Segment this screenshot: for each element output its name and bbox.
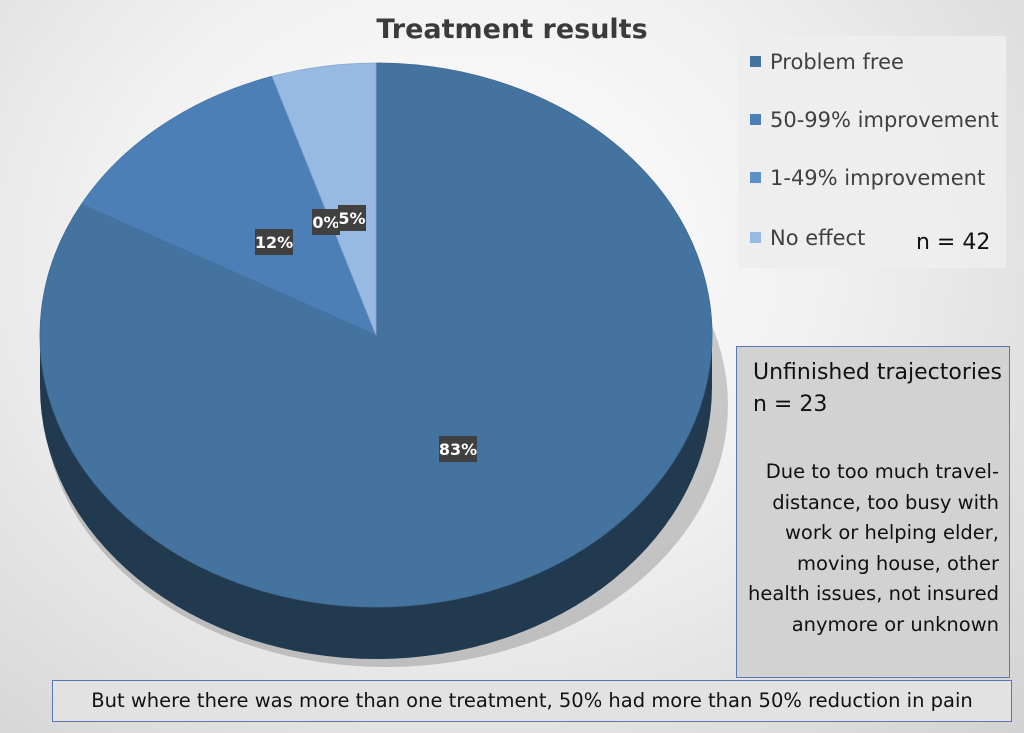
pie-slice-problem-free: [39, 62, 713, 608]
legend-item-problem-free: Problem free: [750, 50, 904, 74]
unfinished-reasons: Due to too much travel-distance, too bus…: [748, 460, 999, 636]
chart-title: Treatment results: [376, 14, 648, 45]
unfinished-trajectories-box: Unfinished trajectories n = 23 Due to to…: [736, 346, 1010, 678]
legend-label: No effect: [770, 226, 866, 250]
data-label-problem-free: 83%: [439, 436, 477, 462]
data-label-text-1-49-improvement: 0%: [312, 213, 339, 232]
data-label-1-49-improvement: 0%: [312, 209, 340, 235]
legend-label: Problem free: [770, 50, 904, 74]
data-label-text-problem-free: 83%: [439, 440, 477, 459]
legend-swatch: [750, 232, 761, 243]
pie-slice-50-99-improvement: [80, 75, 377, 336]
bottom-note: But where there was more than one treatm…: [52, 680, 1012, 722]
legend-item-1-49-improvement: 1-49% improvement: [750, 166, 985, 190]
legend-swatch: [750, 114, 761, 125]
sample-size-label: n = 42: [916, 230, 991, 255]
pie-slice-no-effect: [271, 62, 377, 336]
legend-item-50-99-improvement: 50-99% improvement: [750, 108, 999, 132]
unfinished-title: Unfinished trajectories n = 23: [753, 360, 1002, 417]
legend-label: 1-49% improvement: [770, 166, 986, 190]
legend-item-no-effect: No effect: [750, 226, 865, 250]
legend-swatch: [750, 56, 761, 67]
data-label-text-no-effect: 5%: [338, 209, 365, 228]
data-label-text-50-99-improvement: 12%: [255, 233, 293, 252]
legend: n = 42 Problem free 50-99% improvement 1-4…: [738, 36, 1006, 268]
data-label-50-99-improvement: 12%: [255, 229, 293, 255]
legend-label: 50-99% improvement: [770, 108, 999, 132]
pie-side-problem-free: [40, 335, 712, 659]
data-label-no-effect: 5%: [338, 205, 366, 231]
legend-swatch: [750, 172, 761, 183]
